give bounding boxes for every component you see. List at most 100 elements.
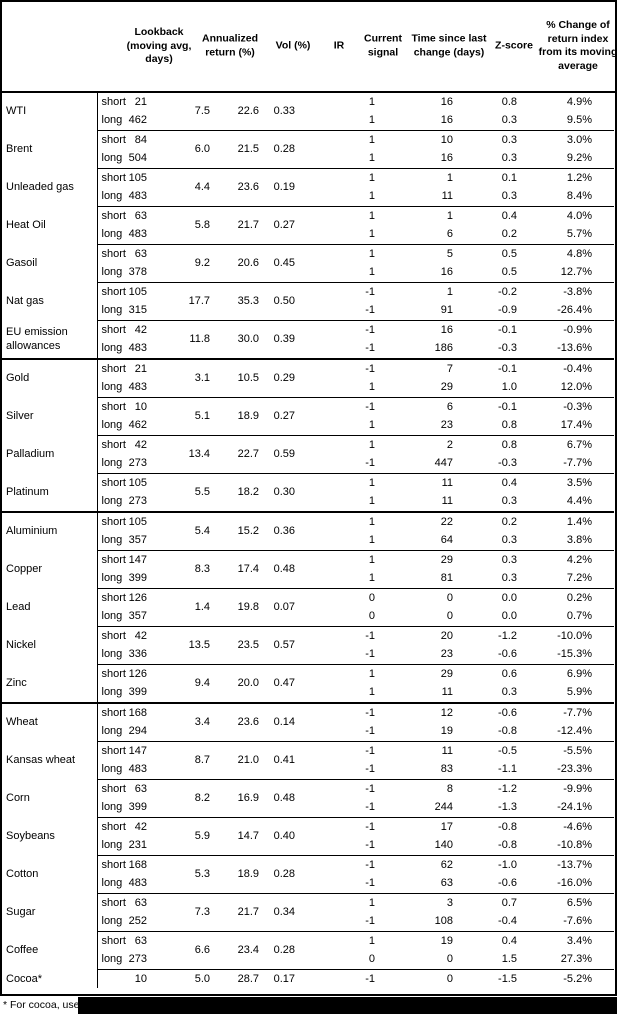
table-row: Unleaded gas short 105 4.4 23.6 0.19 1 1 0.1 1.2% (2, 167, 614, 206)
zscore-value: 0.8 (501, 419, 517, 431)
current-signal-value: -1 (304, 396, 384, 416)
current-signal-value: 1 (368, 95, 375, 108)
current-signal-value: 1 (368, 266, 375, 278)
current-signal-value: -1 (304, 854, 384, 874)
pct-change-value: 17.4% (560, 419, 592, 431)
time-since-change-value: 19 (440, 725, 453, 737)
time-since-change-value: 16 (440, 152, 453, 164)
ir-value: 0.36 (268, 510, 304, 550)
current-signal-value: -1 (365, 648, 375, 660)
time-since-change-value: 140 (434, 839, 453, 851)
table-row: Kansas wheat short 147 8.7 21.0 0.41 -1 11 -0.5-… (2, 740, 614, 779)
table-row: Coffee short 63 6.6 23.4 0.28 1 19 0.4 3.4% (2, 930, 614, 969)
lookback-value: 126 (128, 587, 158, 607)
pct-change-value: -24.1% (557, 801, 592, 813)
pct-change-value: 6.7% (526, 434, 614, 454)
current-signal-value: 0 (368, 953, 375, 965)
table-row: long 399 1 11 0.3 5.9% (2, 683, 614, 703)
column-header-pct-change-vs-moving-average: % Change of return index from its moving… (538, 19, 617, 72)
lookback-value: 42 (128, 319, 158, 339)
lookback-value: 105 (128, 472, 158, 492)
time-since-change-value: 16 (440, 95, 453, 108)
time-since-change-value: 91 (440, 304, 453, 316)
column-header-current-signal: Current signal (364, 32, 402, 59)
time-since-change-value: 62 (384, 854, 462, 874)
table-row: long 504 1 16 0.3 9.2% (2, 149, 614, 168)
leg-label: long (96, 683, 128, 703)
lookback-value: 336 (128, 648, 147, 660)
lookback-value: 378 (128, 266, 147, 278)
zscore-value: -1.2 (462, 778, 526, 798)
time-since-change-value: 1 (384, 281, 462, 301)
lookback-value: 126 (128, 663, 158, 683)
zscore-value: 0.3 (501, 686, 517, 698)
leg-label: short (96, 663, 128, 683)
time-since-change-value: 5 (384, 243, 462, 263)
zscore-value: 0.1 (462, 167, 526, 187)
vol-value: 18.9 (220, 396, 268, 435)
zscore-value: 0.7 (462, 892, 526, 912)
vol-value: 16.9 (220, 778, 268, 817)
pct-change-value: -4.6% (526, 816, 614, 836)
table-row: long 357 1 64 0.3 3.8% (2, 531, 614, 550)
current-signal-value: -1 (304, 319, 384, 339)
annualized-return-value: 6.6 (158, 930, 220, 969)
annualized-return-value: 5.0 (158, 968, 220, 988)
zscore-value: 0.3 (501, 114, 517, 126)
annualized-return-value: 8.2 (158, 778, 220, 817)
table-row: long 483 -1 83 -1.1 -23.3% (2, 760, 614, 779)
lookback-value: 399 (128, 801, 147, 813)
commodity-name: Brent (6, 143, 33, 155)
current-signal-value: 1 (304, 243, 384, 263)
pct-change-value: -23.3% (557, 763, 592, 775)
lookback-value: 10 (128, 396, 158, 416)
zscore-value: -0.9 (498, 304, 517, 316)
time-since-change-value: 23 (440, 419, 453, 431)
pct-change-value: 1.4% (526, 510, 614, 531)
current-signal-value: 1 (304, 472, 384, 492)
vol-value: 20.6 (220, 243, 268, 282)
annualized-return-value: 5.3 (158, 854, 220, 893)
ir-value: 0.07 (268, 587, 304, 626)
zscore-value: 0.3 (501, 572, 517, 584)
current-signal-value: 1 (368, 228, 375, 240)
zscore-value: -1.2 (462, 625, 526, 645)
leg-label: short (96, 92, 128, 111)
table-row: Aluminium short 105 5.4 15.2 0.36 1 22 0.2 1.4% (2, 510, 614, 550)
ir-value: 0.57 (268, 625, 304, 664)
ir-value: 0.48 (268, 778, 304, 817)
zscore-value: 0.0 (462, 587, 526, 607)
annualized-return-value: 11.8 (158, 319, 220, 359)
pct-change-value: 3.0% (526, 129, 614, 149)
pct-change-value: 4.4% (566, 495, 592, 507)
current-signal-value: -1 (365, 304, 375, 316)
vol-value: 28.7 (220, 968, 268, 988)
column-header-vol: Vol (%) (275, 39, 311, 52)
leg-label: long (96, 874, 128, 893)
pct-change-value: 7.2% (566, 572, 592, 584)
zscore-value: -0.3 (498, 457, 517, 469)
zscore-value: 0.3 (501, 190, 517, 202)
time-since-change-value: 186 (434, 342, 453, 354)
time-since-change-value: 22 (384, 510, 462, 531)
zscore-value: 0.4 (462, 930, 526, 950)
table-row: Brent short 84 6.0 21.5 0.28 1 10 0.3 3.0% (2, 129, 614, 168)
current-signal-value: 1 (304, 434, 384, 454)
commodity-name: Lead (6, 601, 31, 613)
zscore-value: -0.8 (498, 839, 517, 851)
leg-label: long (96, 263, 128, 282)
pct-change-value: 6.5% (526, 892, 614, 912)
leg-label: long (96, 339, 128, 359)
leg-label: long (96, 149, 128, 168)
annualized-return-value: 3.1 (158, 357, 220, 397)
current-signal-value: 1 (304, 892, 384, 912)
current-signal-value: -1 (304, 968, 384, 988)
pct-change-value: -7.7% (563, 457, 592, 469)
vol-value: 19.8 (220, 587, 268, 626)
current-signal-value: 1 (368, 686, 375, 698)
pct-change-value: -0.4% (526, 357, 614, 378)
table-row: long 231 -1 140 -0.8 -10.8% (2, 836, 614, 855)
zscore-value: -0.1 (462, 357, 526, 378)
ir-value: 0.39 (268, 319, 304, 359)
